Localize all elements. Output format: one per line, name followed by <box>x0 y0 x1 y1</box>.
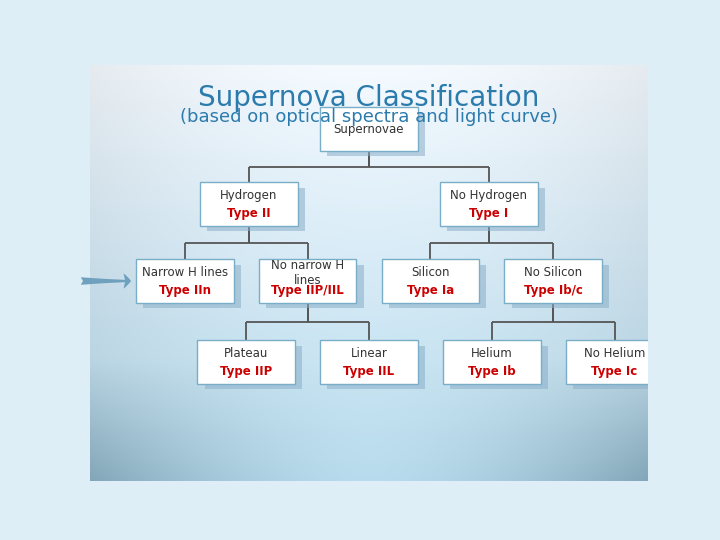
FancyBboxPatch shape <box>382 259 480 303</box>
Text: Type IIn: Type IIn <box>159 284 211 297</box>
FancyBboxPatch shape <box>450 346 548 389</box>
FancyBboxPatch shape <box>207 188 305 231</box>
FancyBboxPatch shape <box>443 340 541 384</box>
Text: Supernovae: Supernovae <box>334 123 404 136</box>
Text: Type Ia: Type Ia <box>407 284 454 297</box>
Text: No Helium: No Helium <box>584 347 645 360</box>
FancyBboxPatch shape <box>566 340 663 384</box>
Text: Narrow H lines: Narrow H lines <box>142 266 228 279</box>
Text: Type Ic: Type Ic <box>591 365 638 378</box>
FancyBboxPatch shape <box>328 346 425 389</box>
Text: Type II: Type II <box>228 207 271 220</box>
Text: No narrow H
lines: No narrow H lines <box>271 259 344 287</box>
FancyBboxPatch shape <box>266 265 364 308</box>
Text: Type IIP/IIL: Type IIP/IIL <box>271 284 344 297</box>
Text: Supernova Classification: Supernova Classification <box>198 84 540 112</box>
Text: Type IIP: Type IIP <box>220 365 272 378</box>
Text: Linear: Linear <box>351 347 387 360</box>
FancyBboxPatch shape <box>328 113 425 157</box>
Text: Type Ib/c: Type Ib/c <box>523 284 582 297</box>
FancyBboxPatch shape <box>504 259 602 303</box>
Text: Plateau: Plateau <box>224 347 269 360</box>
FancyBboxPatch shape <box>440 183 538 226</box>
FancyBboxPatch shape <box>200 183 298 226</box>
Text: Hydrogen: Hydrogen <box>220 190 278 202</box>
FancyBboxPatch shape <box>320 107 418 151</box>
Text: Type IIL: Type IIL <box>343 365 395 378</box>
Text: No Silicon: No Silicon <box>524 266 582 279</box>
Text: (based on optical spectra and light curve): (based on optical spectra and light curv… <box>180 109 558 126</box>
Text: Type I: Type I <box>469 207 508 220</box>
FancyBboxPatch shape <box>204 346 302 389</box>
Text: Silicon: Silicon <box>411 266 449 279</box>
Text: Type Ib: Type Ib <box>468 365 516 378</box>
Text: No Hydrogen: No Hydrogen <box>451 190 528 202</box>
FancyBboxPatch shape <box>573 346 670 389</box>
FancyBboxPatch shape <box>143 265 241 308</box>
FancyBboxPatch shape <box>512 265 609 308</box>
FancyBboxPatch shape <box>136 259 234 303</box>
Text: Helium: Helium <box>471 347 513 360</box>
FancyBboxPatch shape <box>197 340 295 384</box>
FancyBboxPatch shape <box>447 188 545 231</box>
FancyBboxPatch shape <box>389 265 487 308</box>
FancyBboxPatch shape <box>258 259 356 303</box>
FancyBboxPatch shape <box>320 340 418 384</box>
